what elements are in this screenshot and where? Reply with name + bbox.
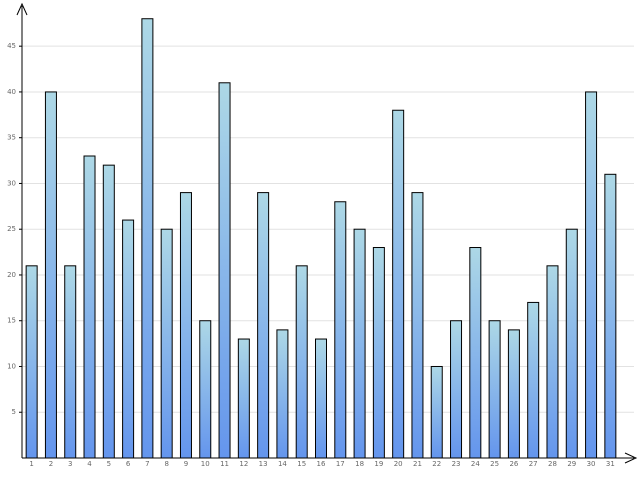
x-tick-label: 20 bbox=[394, 460, 403, 468]
x-tick-label: 24 bbox=[471, 460, 480, 468]
x-tick-label: 1 bbox=[29, 460, 33, 468]
bar bbox=[585, 91, 598, 459]
y-tick-label: 15 bbox=[7, 317, 16, 325]
bar bbox=[276, 329, 289, 459]
bar bbox=[411, 192, 424, 459]
x-tick-label: 8 bbox=[164, 460, 168, 468]
x-tick-label: 18 bbox=[355, 460, 364, 468]
x-tick-label: 21 bbox=[413, 460, 422, 468]
x-tick-label: 29 bbox=[567, 460, 576, 468]
bar bbox=[604, 173, 617, 459]
bar bbox=[334, 201, 347, 459]
y-tick-label: 45 bbox=[7, 42, 16, 50]
x-tick-label: 25 bbox=[490, 460, 499, 468]
bar bbox=[565, 228, 578, 459]
bar bbox=[546, 265, 559, 459]
x-tick-label: 5 bbox=[107, 460, 111, 468]
bar bbox=[507, 329, 520, 459]
y-axis-arrow bbox=[16, 2, 28, 16]
x-tick-label: 10 bbox=[201, 460, 210, 468]
x-tick-label: 19 bbox=[374, 460, 383, 468]
bar bbox=[450, 320, 463, 459]
x-tick-label: 14 bbox=[278, 460, 287, 468]
x-tick-label: 12 bbox=[239, 460, 248, 468]
x-axis-arrow bbox=[624, 452, 638, 464]
bar bbox=[64, 265, 77, 459]
x-tick-label: 15 bbox=[297, 460, 306, 468]
bar bbox=[141, 18, 154, 459]
x-tick-label: 9 bbox=[184, 460, 188, 468]
bar bbox=[122, 219, 135, 459]
x-tick-label: 13 bbox=[259, 460, 268, 468]
x-tick-label: 23 bbox=[452, 460, 461, 468]
bar bbox=[527, 301, 540, 459]
x-tick-label: 30 bbox=[587, 460, 596, 468]
x-tick-label: 2 bbox=[49, 460, 53, 468]
bar bbox=[392, 109, 405, 459]
x-tick-label: 16 bbox=[317, 460, 326, 468]
bar bbox=[237, 338, 250, 459]
bar bbox=[430, 365, 443, 459]
y-tick-label: 20 bbox=[7, 271, 16, 279]
x-tick-label: 3 bbox=[68, 460, 72, 468]
bar bbox=[315, 338, 327, 459]
x-tick-label: 7 bbox=[145, 460, 149, 468]
bar bbox=[44, 91, 57, 459]
bar bbox=[469, 247, 482, 459]
x-tick-label: 26 bbox=[509, 460, 518, 468]
bar bbox=[102, 164, 115, 459]
bar bbox=[83, 155, 96, 459]
bar bbox=[372, 247, 385, 459]
x-tick-label: 22 bbox=[432, 460, 441, 468]
x-tick-label: 6 bbox=[126, 460, 131, 468]
x-tick-label: 4 bbox=[87, 460, 92, 468]
y-tick-label: 35 bbox=[7, 134, 16, 142]
bar bbox=[199, 320, 212, 459]
y-tick-label: 25 bbox=[7, 225, 16, 233]
bar bbox=[257, 192, 270, 459]
bar bbox=[160, 228, 173, 459]
y-tick-label: 5 bbox=[12, 408, 16, 416]
x-tick-label: 17 bbox=[336, 460, 345, 468]
bar bbox=[218, 82, 231, 459]
y-tick-label: 40 bbox=[7, 88, 16, 96]
bar bbox=[295, 265, 308, 459]
bar bbox=[488, 320, 501, 459]
x-tick-label: 31 bbox=[606, 460, 615, 468]
y-tick-label: 10 bbox=[7, 362, 16, 370]
y-tick-label: 30 bbox=[7, 179, 16, 187]
x-tick-label: 27 bbox=[529, 460, 538, 468]
bar bbox=[179, 192, 192, 459]
bar bbox=[353, 228, 366, 459]
x-tick-label: 11 bbox=[220, 460, 229, 468]
bar bbox=[25, 265, 38, 459]
x-tick-label: 28 bbox=[548, 460, 557, 468]
